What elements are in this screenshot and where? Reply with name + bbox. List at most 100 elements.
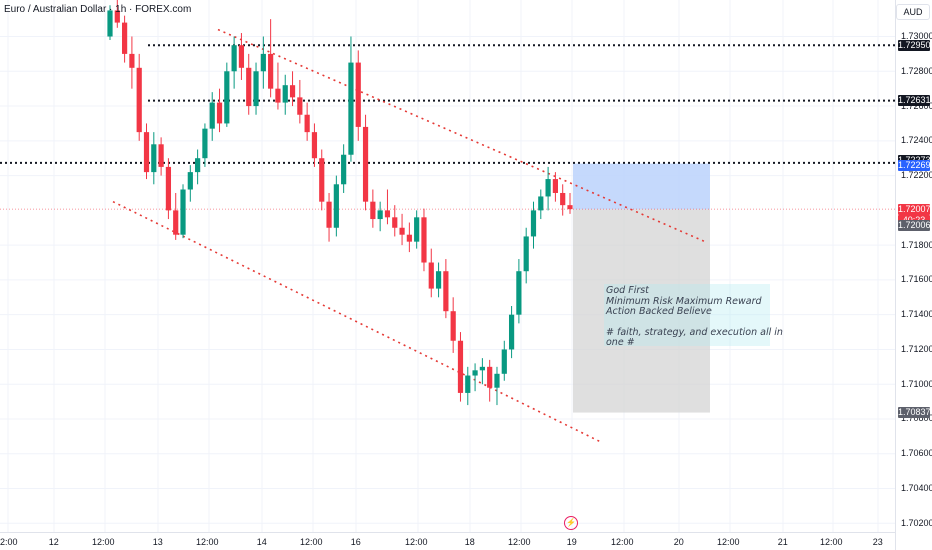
candle[interactable]	[560, 184, 566, 216]
candle[interactable]	[406, 222, 412, 253]
candle[interactable]	[377, 201, 383, 232]
symbol-title[interactable]: Euro / Australian Dollar · 1h · FOREX.co…	[4, 4, 192, 15]
candle[interactable]	[326, 192, 332, 242]
candle-body	[209, 102, 215, 129]
candle[interactable]	[421, 208, 427, 272]
candle[interactable]	[508, 305, 515, 359]
candle[interactable]	[129, 36, 135, 89]
candle[interactable]	[501, 340, 507, 381]
candle[interactable]	[472, 363, 478, 392]
candle[interactable]	[392, 205, 398, 237]
channel-upper-line[interactable]	[217, 28, 706, 243]
candle[interactable]	[333, 175, 339, 237]
candle[interactable]	[107, 5, 113, 40]
candle[interactable]	[552, 172, 558, 202]
candle[interactable]	[435, 262, 442, 298]
candle[interactable]	[143, 123, 150, 180]
candle[interactable]	[479, 358, 485, 385]
time-tick-label: 12:00	[405, 537, 428, 547]
candle-body	[333, 184, 339, 228]
candle[interactable]	[384, 189, 391, 225]
candle-body	[187, 172, 193, 190]
candle-body	[530, 210, 537, 237]
price-tick-label: 1.72400	[901, 135, 932, 146]
candle[interactable]	[282, 74, 288, 115]
candle[interactable]	[187, 165, 193, 202]
candle[interactable]	[304, 102, 310, 141]
price-tag-stop: 1.70837	[898, 407, 931, 419]
candle[interactable]	[545, 166, 551, 211]
candle[interactable]	[195, 149, 201, 185]
stop-loss-zone[interactable]	[573, 209, 710, 413]
candle-body	[195, 158, 201, 173]
candle[interactable]	[253, 62, 259, 115]
candle[interactable]	[297, 79, 303, 124]
candle[interactable]	[319, 149, 325, 211]
currency-button[interactable]: AUD	[896, 4, 930, 20]
price-tick-label: 1.71200	[901, 343, 932, 354]
candle[interactable]	[443, 259, 449, 319]
candle-body	[479, 366, 485, 371]
candle[interactable]	[180, 184, 186, 239]
candle[interactable]	[151, 132, 157, 185]
candle[interactable]	[216, 88, 223, 133]
time-tick-label: 12:00	[820, 537, 843, 547]
time-tick-label: 13	[152, 537, 163, 547]
candle[interactable]	[457, 332, 464, 402]
candle[interactable]	[209, 92, 215, 141]
candle[interactable]	[530, 201, 537, 249]
candle[interactable]	[114, 0, 120, 28]
take-profit-zone[interactable]	[573, 163, 710, 210]
candle[interactable]	[450, 297, 456, 353]
candle[interactable]	[165, 158, 172, 220]
candle[interactable]	[428, 248, 434, 298]
price-tick-label: 1.71400	[901, 309, 932, 320]
candlestick-series[interactable]	[107, 0, 573, 406]
candle[interactable]	[260, 36, 266, 89]
annotation-line: Minimum Risk Maximum Reward	[606, 295, 762, 307]
candle[interactable]	[523, 227, 529, 284]
candle-body	[516, 271, 522, 315]
chart-background[interactable]	[0, 0, 895, 532]
candle[interactable]	[538, 189, 544, 220]
candle[interactable]	[370, 189, 376, 228]
candle-body	[501, 349, 507, 374]
candle[interactable]	[275, 62, 281, 110]
candle[interactable]	[122, 15, 128, 63]
candle[interactable]	[567, 192, 573, 214]
candle[interactable]	[494, 366, 500, 406]
candle[interactable]	[341, 144, 347, 193]
candle[interactable]	[414, 210, 420, 249]
candle-body	[114, 10, 120, 23]
candle[interactable]	[158, 137, 164, 176]
candle-body	[143, 132, 150, 173]
candle[interactable]	[487, 359, 493, 402]
trend-channel[interactable]	[112, 28, 706, 443]
candle[interactable]	[202, 123, 208, 167]
candle[interactable]	[246, 53, 252, 115]
candle[interactable]	[348, 36, 354, 162]
candle[interactable]	[238, 33, 245, 80]
candle-body	[567, 205, 573, 210]
candle[interactable]	[465, 366, 471, 406]
candle[interactable]	[355, 50, 361, 141]
candle-body	[370, 201, 376, 220]
candle[interactable]	[289, 71, 296, 107]
candle-body	[304, 114, 310, 133]
candle[interactable]	[362, 114, 369, 211]
candle[interactable]	[399, 213, 405, 246]
channel-lower-line[interactable]	[112, 200, 601, 443]
text-annotation[interactable]: God First Minimum Risk Maximum Reward Ac…	[604, 284, 783, 348]
candle[interactable]	[224, 62, 230, 127]
candle[interactable]	[173, 192, 179, 240]
candle[interactable]	[136, 53, 142, 141]
candle-body	[406, 234, 412, 242]
candle[interactable]	[516, 259, 522, 324]
candle[interactable]	[311, 123, 318, 167]
candle-body	[202, 128, 208, 159]
time-tick-label: 2:00	[0, 537, 18, 547]
candle[interactable]	[268, 19, 274, 98]
candle[interactable]	[231, 36, 237, 89]
lightning-icon[interactable]: ⚡	[564, 516, 578, 530]
